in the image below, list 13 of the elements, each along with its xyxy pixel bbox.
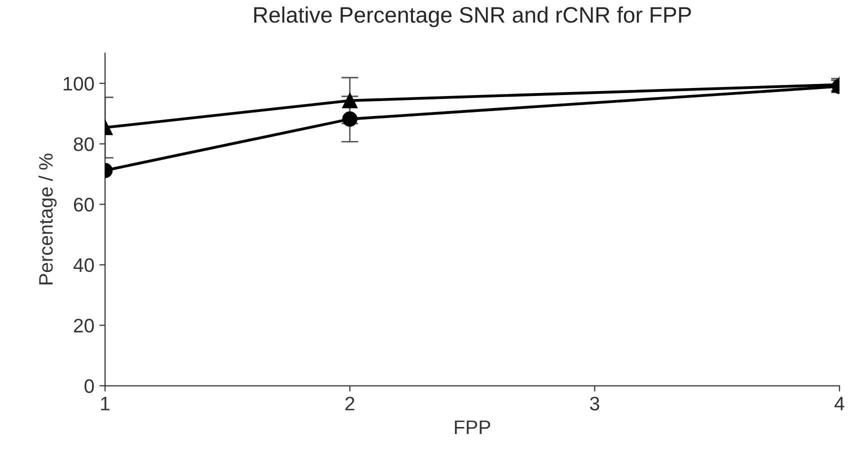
x-tick-label: 3 xyxy=(590,396,600,410)
x-tick-label: 1 xyxy=(101,396,110,410)
y-tick-label: 100 xyxy=(64,76,94,91)
x-tick-label: 4 xyxy=(834,396,844,410)
y-tick-label: 0 xyxy=(84,379,94,394)
y-tick-label: 60 xyxy=(74,198,94,212)
y-tick-label: 40 xyxy=(73,258,94,272)
y-tick-label: 20 xyxy=(74,318,94,333)
x-tick-label: 2 xyxy=(345,396,354,410)
y-tick-label: 80 xyxy=(74,137,94,152)
chart-title: Relative Percentage SNR and rCNR for FPP xyxy=(254,6,691,28)
x-axis-title: FPP xyxy=(454,420,490,434)
y-axis-title: Percentage / % xyxy=(38,154,57,284)
